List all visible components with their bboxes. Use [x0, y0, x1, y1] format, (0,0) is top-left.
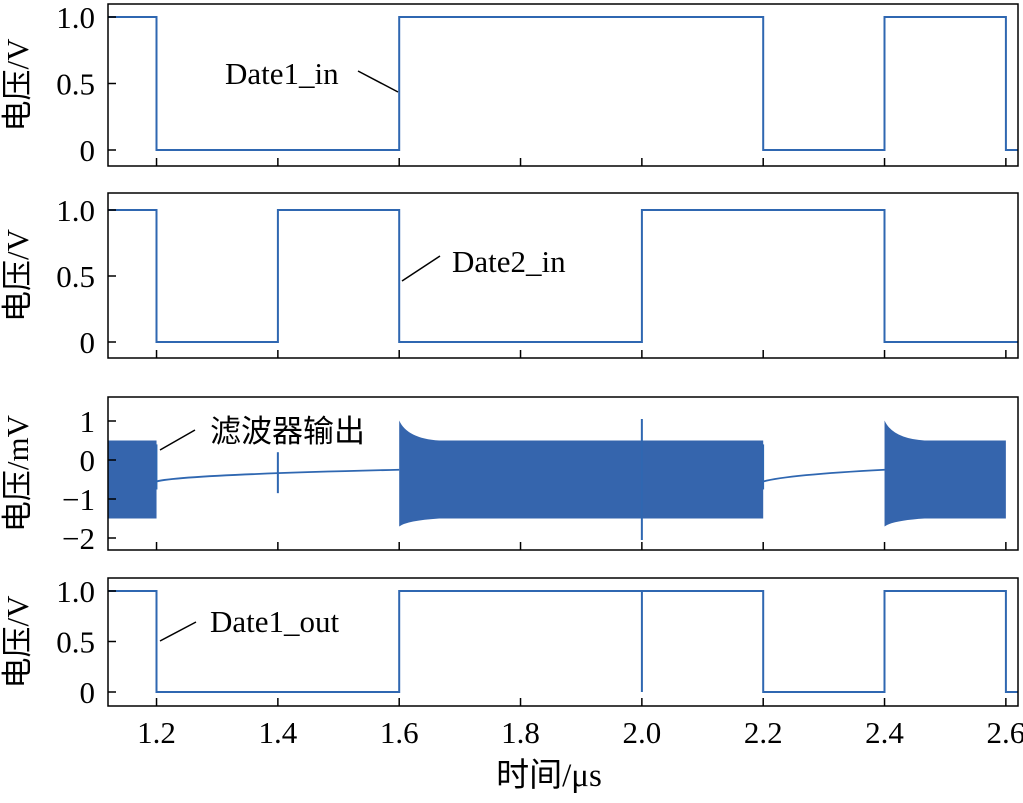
- annotation-label-4: Date1_out: [210, 604, 340, 639]
- baseline-decay-1: [156, 468, 400, 483]
- y-tick-label-2-3: 1.0: [56, 193, 95, 228]
- x-tick-label-4: 1.8: [501, 715, 540, 750]
- x-tick-label-6: 2.2: [744, 715, 783, 750]
- oscillation-band-1: [108, 440, 157, 519]
- annotation-leader-3: [159, 429, 196, 451]
- panel-2: 0 0.5 1.0 电压/V Date2_in: [0, 192, 1019, 360]
- y-tick-label-1-3: 1.0: [56, 0, 95, 35]
- plot-area-4: [108, 590, 1018, 693]
- overshoot-bottom-3: [884, 518, 925, 527]
- y-tick-label-4-1: 0: [80, 675, 96, 710]
- overshoot-bottom-2: [399, 518, 440, 527]
- annotation-leader-4: [159, 621, 197, 642]
- oscillation-band-3: [884, 440, 1006, 519]
- axes-frame-1: [107, 3, 1019, 167]
- overshoot-top-3: [884, 420, 925, 441]
- axes-frame-4: [107, 577, 1019, 707]
- annotation-label-3: 滤波器输出: [210, 414, 365, 449]
- y-axis-title-3: 电压/mV: [0, 414, 35, 532]
- series-line-Date2_in: [108, 209, 1018, 343]
- y-tick-label-3-4: 1: [80, 404, 96, 439]
- y-tick-label-2-2: 0.5: [56, 259, 95, 294]
- x-tick-label-1: 1.2: [137, 715, 176, 750]
- plot-area-2: [108, 209, 1018, 343]
- panel-1: 0 0.5 1.0 电压/V Date1_in: [0, 0, 1019, 168]
- annotation-label-1: Date1_in: [225, 56, 339, 91]
- x-tick-label-5: 2.0: [622, 715, 661, 750]
- overshoot-top-2: [399, 420, 440, 441]
- y-tick-label-2-1: 0: [80, 325, 96, 360]
- x-tick-label-2: 1.4: [258, 715, 297, 750]
- y-axis-title-1: 电压/V: [0, 38, 35, 132]
- y-tick-label-3-3: 0: [80, 443, 96, 478]
- y-axis-title-2: 电压/V: [0, 228, 35, 322]
- series-line-Date1_out: [108, 590, 1018, 693]
- baseline-decay-2: [762, 468, 885, 483]
- x-tick-label-3: 1.6: [380, 715, 419, 750]
- x-tick-label-7: 2.4: [865, 715, 904, 750]
- annotation-label-2: Date2_in: [452, 244, 566, 279]
- y-axis-title-4: 电压/V: [0, 595, 35, 689]
- oscillation-band-2: [399, 440, 764, 519]
- x-tick-label-8: 2.6: [986, 715, 1023, 750]
- plot-area-3: [108, 419, 1006, 540]
- axes-frame-3: [107, 396, 1019, 551]
- series-line-Date1_in: [108, 16, 1018, 151]
- panel-3: −2 −1 0 1 电压/mV 滤波器输出: [0, 396, 1019, 556]
- plot-area-1: [108, 16, 1018, 151]
- x-axis-title: 时间/μs: [496, 758, 602, 794]
- panel-4: 1.2 1.4 1.6 1.8 2.0 2.2 2.4 2.6 0 0.5 1.0 电压/V Date1…: [0, 574, 1023, 750]
- y-tick-label-1-1: 0: [80, 133, 96, 168]
- y-tick-label-3-2: −1: [62, 482, 95, 517]
- y-tick-label-3-1: −2: [62, 521, 95, 556]
- annotation-leader-1: [357, 70, 399, 93]
- y-tick-label-1-2: 0.5: [56, 67, 95, 102]
- y-tick-label-4-2: 0.5: [56, 625, 95, 660]
- y-tick-label-4-3: 1.0: [56, 574, 95, 609]
- annotation-leader-2: [401, 255, 441, 282]
